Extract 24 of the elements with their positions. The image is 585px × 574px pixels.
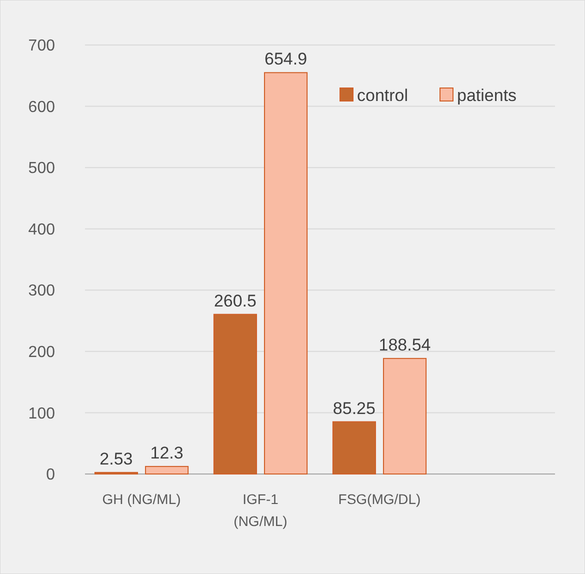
y-tick-label: 600 [28,98,56,116]
y-tick-label: 400 [28,221,56,238]
y-tick-label: 700 [28,38,56,55]
bar [145,466,189,474]
y-tick-label: 200 [28,344,56,362]
x-tick-label: FSG(MG/DL) [338,491,421,507]
bar [213,314,258,474]
y-tick-label: 500 [28,160,56,178]
bar [382,358,427,474]
data-label: 12.3 [150,443,184,462]
data-label: 85.25 [332,398,376,418]
data-label: 654.9 [264,50,308,69]
x-tick-label: IGF-1 (NG/ML) [234,491,288,529]
x-tick-label: GH (NG/ML) [102,491,181,507]
bar [264,72,308,474]
data-label: 188.54 [378,335,431,354]
legend-label: patients [457,86,517,105]
y-tick-label: 0 [46,466,56,484]
y-tick-label: 300 [28,282,56,300]
y-tick-label: 100 [28,405,56,422]
bar [332,421,376,474]
data-label: 2.53 [100,449,133,468]
data-label: 260.5 [214,291,256,310]
legend-label: control [357,86,408,105]
